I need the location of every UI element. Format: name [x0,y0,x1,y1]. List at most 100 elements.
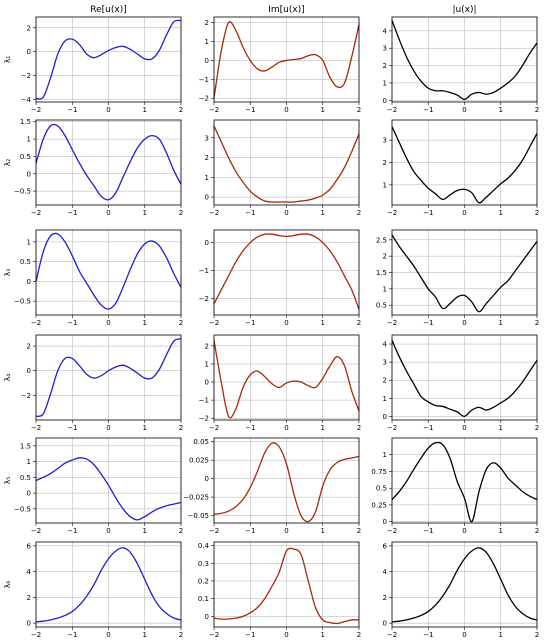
y-tick-label: −2 [199,95,209,103]
y-tick-label: 1.5 [20,442,31,450]
y-tick-label: 0 [383,413,387,421]
series-line-re [35,457,182,521]
x-tick-label: 2 [357,106,361,114]
x-tick-label: 2 [179,209,183,217]
y-tick-label: −0.5 [14,505,31,513]
x-tick-label: −1 [67,209,77,217]
y-tick-label: 0 [383,518,387,526]
y-tick-label: −2 [199,415,209,423]
panel-r4-im: −2 −1 0 1 2 −2 −1 0 1 2 [199,334,361,432]
x-tick-label: 1 [143,209,147,217]
panel-r2-abs: −2 −1 0 1 2 1 2 3 [383,119,539,217]
x-tick-label: 0 [106,319,110,327]
panel-r6-im: −2 −1 0 1 2 0 0.1 0.2 0.3 0.4 [198,541,361,639]
plot-frame [213,229,360,316]
x-tick-label: 2 [179,319,183,327]
y-tick-label: 0 [27,490,31,498]
series-line-abs [391,340,538,418]
y-tick-label: 1 [27,458,31,466]
row-label-2: λ₂ [3,159,12,166]
x-tick-label: 0 [106,106,110,114]
x-tick-label: 0 [462,319,466,327]
x-tick-label: −1 [423,631,433,639]
y-tick-label: 1 [383,79,387,87]
plot-frame [213,119,360,206]
y-tick-label: 4 [383,568,388,576]
y-tick-label: 6 [383,542,388,550]
x-tick-label: 0 [462,106,466,114]
x-tick-label: 1 [499,527,503,535]
y-tick-label: 0.4 [198,542,210,550]
plot-frame [35,229,182,316]
x-tick-label: −1 [245,209,255,217]
y-tick-label: −2 [21,392,31,400]
y-tick-label: 0 [27,170,31,178]
x-tick-label: 0 [284,527,288,535]
y-tick-label: 2 [383,159,387,167]
x-tick-label: 0 [284,106,288,114]
y-tick-label: 0.025 [189,457,209,465]
y-tick-label: −0.5 [14,188,31,196]
y-tick-label: −4 [21,96,32,104]
x-tick-label: 2 [357,631,361,639]
x-tick-label: −2 [209,527,219,535]
x-tick-label: 1 [499,631,503,639]
x-tick-label: 2 [179,527,183,535]
y-tick-label: 4 [27,568,32,576]
y-tick-label: 6 [27,542,32,550]
x-tick-label: 2 [535,424,539,432]
series-line-re [35,232,182,310]
x-tick-label: 1 [143,319,147,327]
y-tick-label: −0.5 [14,298,31,306]
x-tick-label: 2 [535,527,539,535]
y-tick-label: 2 [205,342,209,350]
x-tick-label: −1 [423,106,433,114]
y-tick-label: 0 [27,620,31,628]
y-tick-label: 1 [27,136,31,144]
x-tick-label: −1 [67,319,77,327]
x-tick-label: 2 [535,106,539,114]
x-tick-label: 1 [143,527,147,535]
x-tick-label: −1 [423,209,433,217]
x-tick-label: −1 [245,631,255,639]
column-title-3: |u(x)| [452,5,476,15]
x-tick-label: 2 [535,631,539,639]
y-tick-label: 1.5 [376,269,387,277]
x-tick-label: −2 [209,106,219,114]
row-label-3: λ₃ [3,269,12,276]
x-tick-label: −2 [209,319,219,327]
x-tick-label: 0 [106,631,110,639]
panel-r5-im: −2 −1 0 1 2 −0.05 −0.025 0 0.025 0.05 [183,437,361,535]
x-tick-label: 0 [462,209,466,217]
row-label-6: λ₆ [3,581,12,588]
series-line-re [35,338,182,417]
y-tick-label: 0 [205,194,209,202]
y-tick-label: 3 [383,137,387,145]
x-tick-label: −2 [387,319,397,327]
plot-frame [35,334,182,421]
y-tick-label: 1 [383,181,387,189]
y-tick-label: 3 [205,134,209,142]
plot-frame [35,437,182,524]
plot-frame [213,334,360,421]
x-tick-label: −2 [209,424,219,432]
y-tick-label: 0.1 [198,595,209,603]
y-tick-label: 1 [205,174,209,182]
series-line-im [213,442,360,523]
x-tick-label: −1 [245,106,255,114]
series-line-im [213,233,360,310]
x-tick-label: 1 [321,527,325,535]
panel-r1-abs: −2 −1 0 1 2 0 1 2 3 4 [383,16,539,114]
column-title-1: Re[u(x)] [90,5,126,15]
y-tick-label: −0.05 [188,512,209,520]
panel-r3-re: −2 −1 0 1 2 −0.5 0 0.5 1 [14,229,183,327]
series-line-im [213,340,360,419]
panel-r2-im: −2 −1 0 1 2 0 1 2 3 [205,119,361,217]
x-tick-label: 1 [499,209,503,217]
x-tick-label: 1 [143,424,147,432]
y-tick-label: 4 [383,27,388,35]
panel-r2-re: −2 −1 0 1 2 −0.5 0 0.5 1 1.5 [14,118,183,217]
x-tick-label: −1 [67,631,77,639]
series-line-abs [391,20,538,101]
y-tick-label: 0.5 [20,474,31,482]
